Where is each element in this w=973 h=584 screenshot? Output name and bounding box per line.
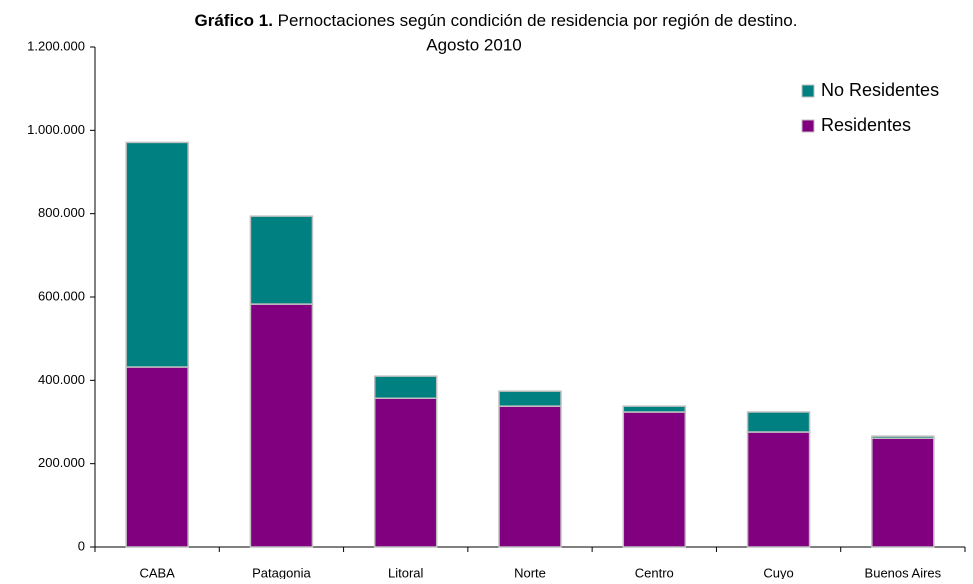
legend-label: No Residentes <box>821 80 939 100</box>
bar-segment <box>622 405 687 413</box>
x-tick-label: Norte <box>514 565 546 579</box>
chart-title: Pernoctaciones según condición de reside… <box>278 11 798 30</box>
bar-segment <box>249 303 314 548</box>
bar-segment <box>746 411 811 433</box>
y-tick-label: 200.000 <box>38 455 85 470</box>
x-tick-label: Patagonia <box>252 565 311 579</box>
y-tick-label: 1.200.000 <box>27 38 85 53</box>
bar-segment <box>125 141 189 368</box>
x-tick-label: Litoral <box>388 565 424 579</box>
chart-subtitle: Agosto 2010 <box>426 35 521 54</box>
y-tick-label: 400.000 <box>38 372 85 387</box>
x-tick-label: CABA <box>139 565 175 579</box>
bar-segment <box>373 375 438 399</box>
y-tick-label: 800.000 <box>38 205 85 220</box>
bar-segment <box>871 435 935 439</box>
x-tick-label: Cuyo <box>763 565 793 579</box>
legend-swatch <box>801 119 815 133</box>
legend-label: Residentes <box>821 115 911 135</box>
x-tick-label: Buenos Aires <box>865 565 942 579</box>
chart-title-group: Gráfico 1. Pernoctaciones según condició… <box>195 11 798 30</box>
bar-segment <box>498 390 562 407</box>
bar-segment <box>498 405 562 548</box>
y-tick-label: 600.000 <box>38 288 85 303</box>
bar-segment <box>373 397 438 548</box>
bar-segment <box>249 215 314 305</box>
bar-segment <box>125 366 189 548</box>
chart-title-label: Gráfico 1. <box>195 11 273 30</box>
bar-segment <box>622 411 687 548</box>
y-tick-label: 1.000.000 <box>27 122 85 137</box>
legend-swatch <box>801 84 815 98</box>
bar-segment <box>871 437 935 548</box>
bar-segment <box>746 431 811 548</box>
x-tick-label: Centro <box>635 565 674 579</box>
y-tick-label: 0 <box>78 538 85 553</box>
